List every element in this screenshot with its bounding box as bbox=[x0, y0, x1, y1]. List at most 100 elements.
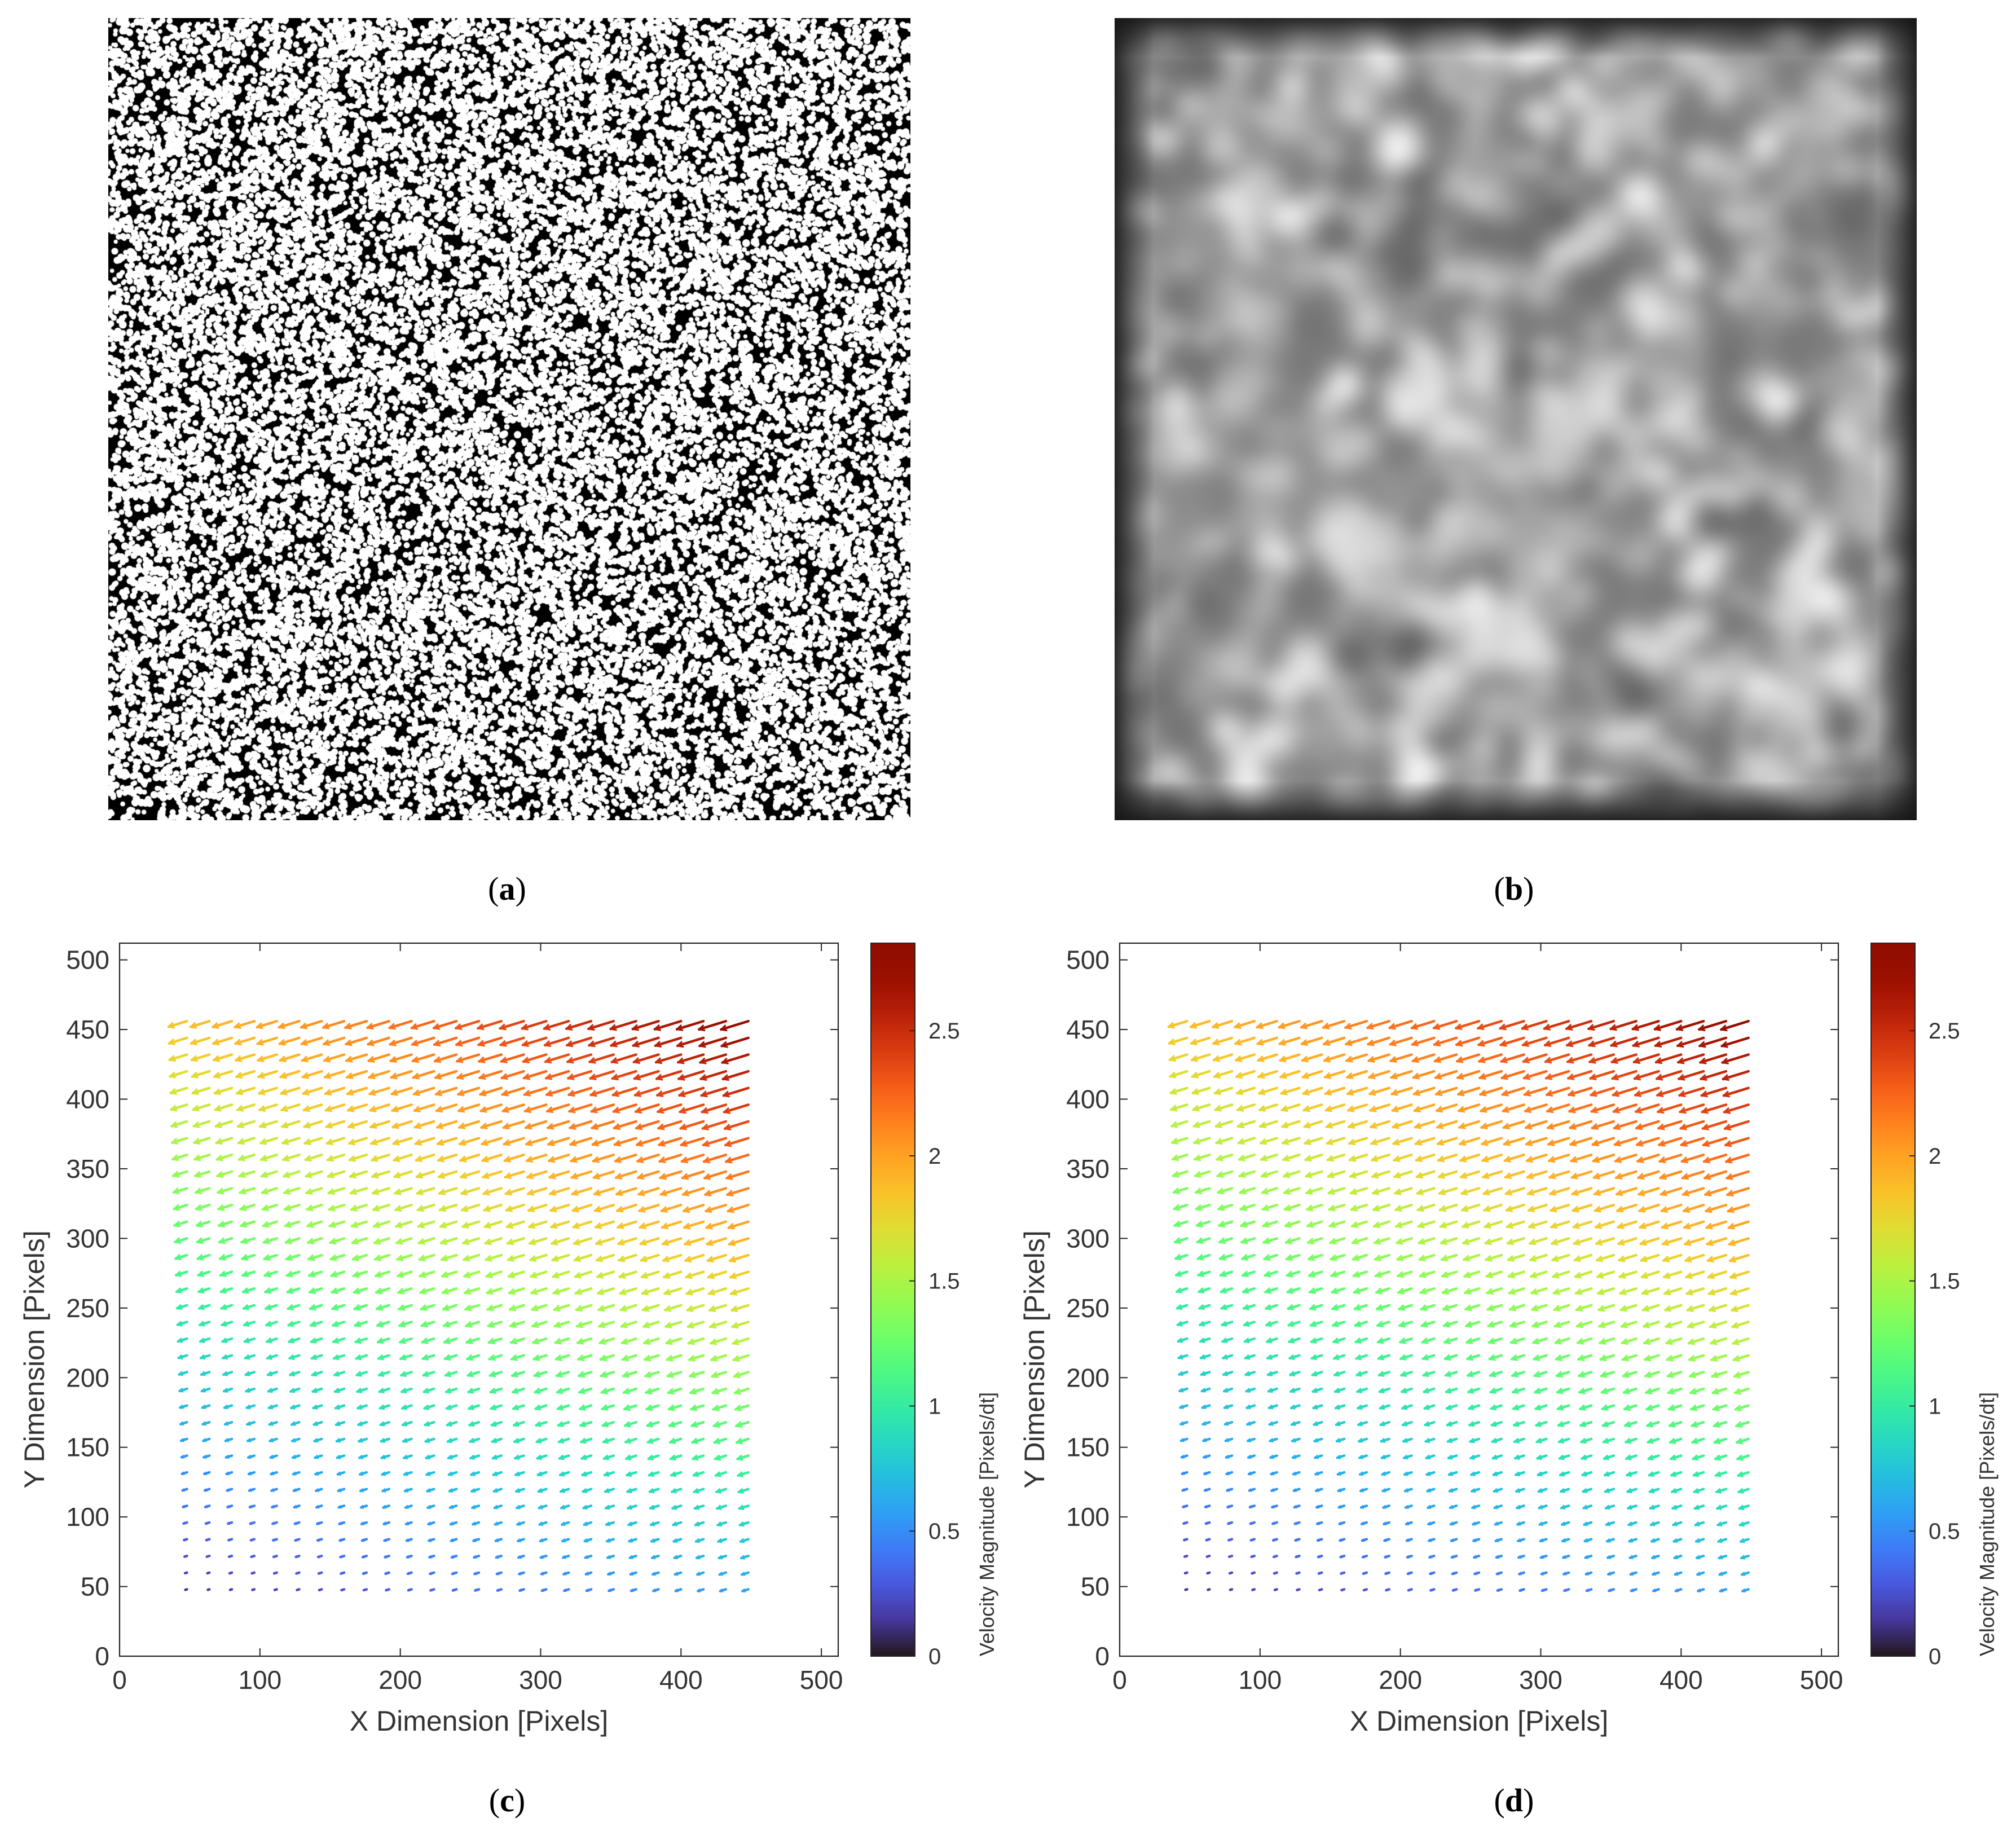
velocity-arrow-head bbox=[1484, 1205, 1491, 1212]
velocity-arrow bbox=[1546, 1120, 1570, 1129]
velocity-arrow bbox=[348, 1154, 368, 1161]
velocity-arrow bbox=[525, 1154, 548, 1163]
velocity-arrow bbox=[1189, 1020, 1211, 1028]
velocity-arrow-head bbox=[1372, 1188, 1380, 1195]
velocity-arrow bbox=[1657, 1120, 1683, 1130]
velocity-arrow-head bbox=[550, 1205, 557, 1213]
velocity-arrow bbox=[373, 1237, 390, 1244]
velocity-arrow-head bbox=[1206, 1555, 1209, 1558]
velocity-arrow-head bbox=[547, 1106, 554, 1114]
velocity-arrow-head bbox=[707, 1256, 714, 1263]
velocity-arrow-head bbox=[617, 1222, 624, 1230]
velocity-arrow-head bbox=[1284, 1187, 1291, 1195]
velocity-arrow-head bbox=[1722, 1057, 1729, 1064]
velocity-arrow bbox=[1460, 1187, 1481, 1195]
velocity-arrow-head bbox=[1731, 1305, 1738, 1313]
velocity-arrow bbox=[1236, 1120, 1256, 1128]
velocity-arrow bbox=[1262, 1237, 1278, 1244]
velocity-arrow-head bbox=[1267, 1388, 1273, 1393]
velocity-arrow bbox=[1632, 1036, 1660, 1047]
velocity-arrow bbox=[1546, 1103, 1570, 1113]
velocity-arrow-head bbox=[1536, 1437, 1542, 1444]
velocity-arrow-head bbox=[552, 1271, 560, 1279]
velocity-arrow bbox=[1374, 1270, 1390, 1278]
velocity-arrow-head bbox=[605, 1504, 610, 1510]
velocity-arrow bbox=[461, 1220, 481, 1228]
velocity-arrow-head bbox=[1623, 1387, 1631, 1394]
velocity-arrow bbox=[1658, 1154, 1683, 1163]
velocity-arrow-head bbox=[1240, 1221, 1248, 1228]
velocity-arrow-head bbox=[1491, 1421, 1497, 1427]
velocity-arrow-head bbox=[1653, 1588, 1657, 1592]
velocity-arrow-head bbox=[1357, 1387, 1363, 1393]
velocity-arrow bbox=[352, 1270, 368, 1278]
velocity-arrow bbox=[1192, 1103, 1211, 1111]
velocity-arrow-head bbox=[1183, 1538, 1186, 1542]
velocity-arrow bbox=[526, 1187, 548, 1195]
velocity-arrow-head bbox=[1527, 1172, 1534, 1180]
velocity-arrow-head bbox=[1327, 1155, 1335, 1162]
velocity-arrow-head bbox=[1507, 1255, 1515, 1262]
velocity-arrow-head bbox=[1702, 1140, 1710, 1147]
velocity-arrow bbox=[1574, 1287, 1593, 1295]
velocity-arrow-head bbox=[485, 1255, 492, 1262]
velocity-arrow-head bbox=[667, 1371, 674, 1378]
velocity-arrow-head bbox=[1665, 1321, 1672, 1329]
velocity-arrow bbox=[1348, 1154, 1368, 1161]
velocity-arrow-head bbox=[1634, 1073, 1641, 1081]
velocity-arrow-head bbox=[1220, 1270, 1227, 1278]
velocity-arrow-head bbox=[1328, 1188, 1335, 1195]
velocity-arrow bbox=[1544, 1053, 1570, 1063]
velocity-arrow-head bbox=[1374, 1221, 1381, 1229]
particle-image bbox=[108, 18, 910, 820]
velocity-arrow bbox=[1619, 1304, 1638, 1312]
velocity-arrow bbox=[1685, 1270, 1705, 1279]
velocity-arrow-head bbox=[206, 1572, 209, 1574]
velocity-arrow bbox=[1414, 1120, 1436, 1129]
velocity-arrow bbox=[1258, 1120, 1278, 1128]
velocity-arrow bbox=[195, 1220, 211, 1227]
velocity-arrow-head bbox=[549, 1172, 556, 1180]
velocity-arrow bbox=[708, 1304, 728, 1312]
velocity-arrow bbox=[1511, 1371, 1525, 1377]
velocity-arrow bbox=[705, 1203, 728, 1213]
velocity-arrow-head bbox=[633, 1057, 641, 1064]
velocity-arrow-head bbox=[1221, 1321, 1227, 1327]
velocity-arrow-head bbox=[688, 1338, 696, 1345]
velocity-arrow bbox=[1588, 1036, 1616, 1047]
velocity-arrow-head bbox=[1551, 1238, 1559, 1246]
velocity-arrow bbox=[213, 1070, 234, 1078]
velocity-arrow-head bbox=[236, 1104, 244, 1112]
velocity-arrow-head bbox=[261, 1171, 268, 1178]
velocity-arrow-head bbox=[1700, 1073, 1707, 1081]
velocity-arrow-head bbox=[1507, 1238, 1515, 1246]
velocity-arrow-head bbox=[1350, 1188, 1358, 1195]
velocity-arrow-head bbox=[1705, 1206, 1713, 1213]
velocity-arrow-head bbox=[1610, 1024, 1617, 1031]
velocity-arrow bbox=[486, 1304, 503, 1311]
velocity-arrow-head bbox=[551, 1222, 558, 1229]
velocity-arrow-head bbox=[1198, 1287, 1205, 1294]
velocity-arrow-head bbox=[345, 1039, 353, 1046]
velocity-arrow bbox=[1168, 1036, 1189, 1045]
velocity-arrow bbox=[707, 1270, 728, 1279]
velocity-arrow bbox=[421, 1354, 435, 1361]
velocity-arrow bbox=[459, 1137, 481, 1146]
velocity-arrow-head bbox=[725, 1140, 732, 1147]
velocity-arrow-head bbox=[620, 1305, 627, 1312]
velocity-arrow-head bbox=[681, 1173, 689, 1180]
velocity-arrow-head bbox=[1207, 1572, 1209, 1574]
velocity-arrow bbox=[193, 1154, 211, 1161]
velocity-arrow-head bbox=[1548, 1139, 1555, 1147]
velocity-arrow bbox=[1170, 1103, 1189, 1111]
velocity-arrow bbox=[1590, 1103, 1616, 1113]
velocity-arrow-head bbox=[621, 1337, 629, 1345]
velocity-arrow bbox=[327, 1170, 346, 1178]
velocity-arrow-head bbox=[663, 1255, 670, 1262]
velocity-arrow-head bbox=[1709, 1305, 1716, 1313]
velocity-arrow-head bbox=[1425, 1454, 1430, 1460]
velocity-arrow-head bbox=[1393, 1138, 1400, 1146]
velocity-arrow bbox=[219, 1287, 234, 1293]
velocity-arrow bbox=[1442, 1321, 1458, 1327]
velocity-arrow bbox=[415, 1170, 435, 1178]
